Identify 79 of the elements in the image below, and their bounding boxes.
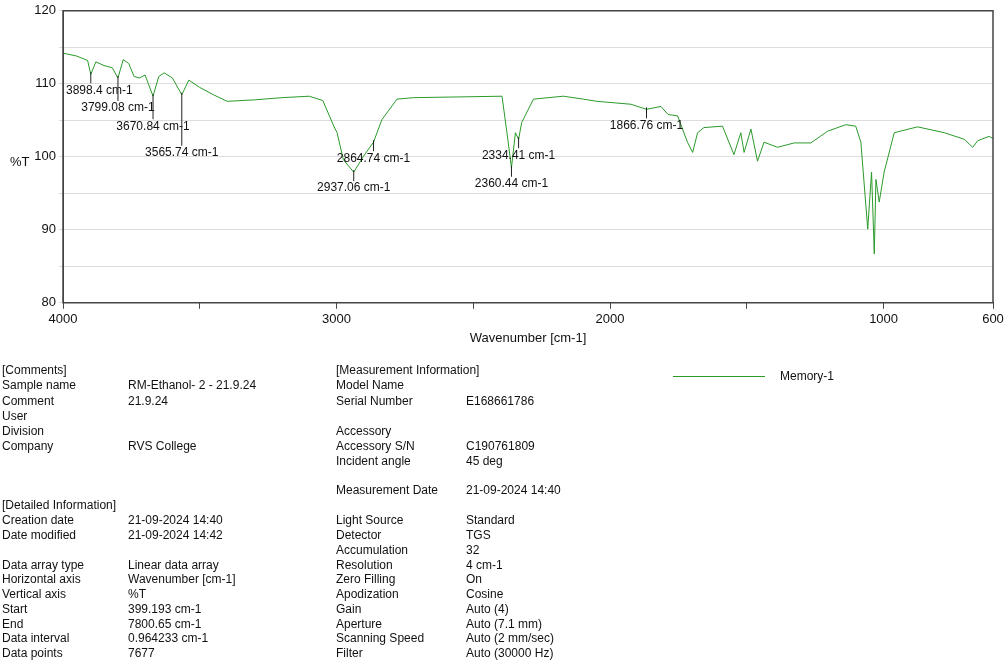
- text: Scanning Speed: [336, 631, 425, 645]
- text: Auto (4): [466, 602, 509, 616]
- text: Data interval: [2, 631, 70, 645]
- text: RVS College: [128, 439, 197, 453]
- text: Measurement Date: [336, 483, 439, 497]
- annotation: 2360.44 cm-1: [474, 176, 549, 191]
- text: Start: [2, 602, 28, 616]
- text: Auto (30000 Hz): [466, 646, 554, 660]
- x-tick-label: 600: [982, 311, 1004, 327]
- text: Model Name: [336, 378, 405, 392]
- x-axis-title: Wavenumber [cm-1]: [469, 329, 587, 345]
- text: 32: [466, 543, 480, 557]
- text: Light Source: [336, 513, 404, 527]
- text: Accessory S/N: [336, 439, 415, 453]
- text: Horizontal axis: [2, 572, 81, 586]
- text: C190761809: [466, 439, 535, 453]
- annotation: 1866.76 cm-1: [609, 117, 684, 132]
- text: Accessory: [336, 424, 392, 438]
- text: Serial Number: [336, 394, 413, 408]
- text: Sample name: [2, 378, 77, 392]
- text: End: [2, 617, 24, 631]
- text: Date modified: [2, 528, 77, 542]
- text: [Detailed Information]: [2, 498, 117, 512]
- text: [Measurement Information]: [336, 363, 480, 377]
- text: %T: [128, 587, 146, 601]
- text: Accumulation: [336, 543, 409, 557]
- text: User: [2, 409, 28, 423]
- text: 21-09-2024 14:42: [128, 528, 223, 542]
- text: Apodization: [336, 587, 399, 601]
- text: Division: [2, 424, 45, 438]
- text: TGS: [466, 528, 491, 542]
- text: Wavenumber [cm-1]: [128, 572, 236, 586]
- text: 21.9.24: [128, 394, 169, 408]
- text: Creation date: [2, 513, 75, 527]
- y-tick-label: 120: [34, 2, 56, 18]
- text: Data array type: [2, 558, 85, 572]
- text: Company: [2, 439, 54, 453]
- text: 21-09-2024 14:40: [466, 483, 561, 497]
- annotation: 3898.4 cm-1: [66, 82, 134, 97]
- text: 0.964233 cm-1: [128, 631, 209, 645]
- text: Standard: [466, 513, 515, 527]
- x-tick-label: 3000: [322, 311, 351, 327]
- text: Linear data array: [128, 558, 219, 572]
- text: Incident angle: [336, 454, 411, 468]
- x-tick-label: 2000: [595, 311, 625, 327]
- text: 45 deg: [466, 454, 503, 468]
- annotation: 3799.08 cm-1: [81, 100, 155, 115]
- text: Aperture: [336, 617, 383, 631]
- text: [Comments]: [2, 363, 67, 377]
- annotation: 2864.74 cm-1: [336, 150, 411, 165]
- y-axis-title: %T: [10, 154, 30, 170]
- y-tick-label: 110: [35, 75, 56, 91]
- text: 399.193 cm-1: [128, 602, 202, 616]
- x-tick-label: 1000: [869, 311, 899, 327]
- x-tick-label: 4000: [48, 311, 78, 327]
- text: Resolution: [336, 558, 393, 572]
- text: On: [466, 572, 483, 586]
- text: Comment: [2, 394, 55, 408]
- y-tick-label: 100: [34, 148, 56, 164]
- annotation: 2937.06 cm-1: [317, 180, 391, 195]
- text: Filter: [336, 646, 363, 660]
- text: Gain: [336, 602, 362, 616]
- text: Vertical axis: [2, 587, 67, 601]
- text: 7800.65 cm-1: [128, 617, 202, 631]
- y-tick-label: 90: [41, 221, 56, 237]
- text: 7677: [128, 646, 155, 660]
- y-tick-label: 80: [41, 294, 56, 310]
- text: Zero Filling: [336, 572, 396, 586]
- text: Memory-1: [780, 369, 835, 383]
- text: RM-Ethanol- 2 - 21.9.24: [128, 378, 257, 392]
- text: 4 cm-1: [466, 558, 503, 572]
- text: Data points: [2, 646, 63, 660]
- text: 21-09-2024 14:40: [128, 513, 223, 527]
- text: Cosine: [466, 587, 504, 601]
- text: Auto (7.1 mm): [466, 617, 543, 631]
- text: Auto (2 mm/sec): [466, 631, 555, 645]
- text: E168661786: [466, 394, 535, 408]
- annotation: 3565.74 cm-1: [145, 145, 219, 160]
- text: Detector: [336, 528, 382, 542]
